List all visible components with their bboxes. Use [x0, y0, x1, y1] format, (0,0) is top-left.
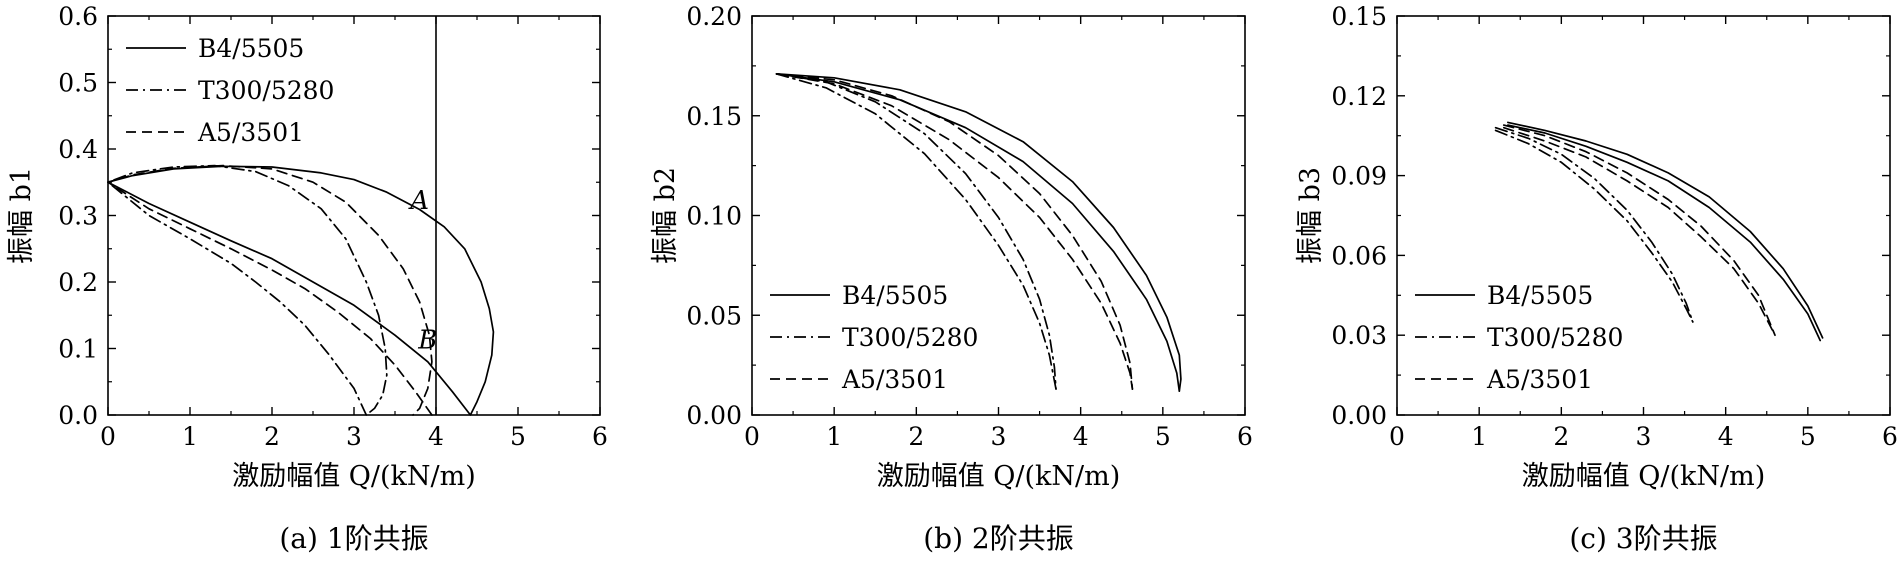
y-tick-label: 0.20: [686, 2, 742, 31]
series-line-b4-5505: [775, 73, 1182, 392]
x-tick-label: 4: [428, 422, 444, 451]
series-line-a5-3501: [775, 73, 1134, 390]
x-tick-label: 0: [1389, 422, 1405, 451]
y-tick-label: 0.5: [58, 69, 98, 98]
series-line-t300-5280: [775, 73, 1057, 390]
x-tick-label: 4: [1073, 422, 1089, 451]
series-line-a5-3501: [775, 73, 1134, 390]
x-tick-label: 6: [1882, 422, 1898, 451]
x-tick-label: 2: [264, 422, 280, 451]
series-line-b4-5505: [1507, 121, 1824, 339]
x-tick-label: 2: [1553, 422, 1569, 451]
annotation-b: B: [417, 326, 437, 356]
x-tick-label: 0: [100, 422, 116, 451]
x-axis-title: 激励幅值 Q/(kN/m): [877, 461, 1121, 492]
y-tick-label: 0.09: [1331, 162, 1387, 191]
annotation-a: A: [408, 186, 429, 216]
x-axis-title: 激励幅值 Q/(kN/m): [232, 461, 476, 492]
legend-label: T300/5280: [1487, 323, 1623, 352]
series-line-a5-3501: [1502, 124, 1776, 337]
y-axis-title: 振幅 b3: [1295, 167, 1326, 264]
legend-label: B4/5505: [1487, 281, 1593, 310]
plot-frame: [107, 15, 601, 416]
series-line-t300-5280: [1494, 126, 1694, 323]
chart-panel-1: 0 1 2 3 4 5 6 0.0 0.1 0.2 0.3 0.4 0.5 0.6 激励幅值 Q/(kN/m…: [6, 2, 608, 555]
panel-caption: (b) 2阶共振: [923, 522, 1074, 555]
x-tick-label: 1: [1471, 422, 1487, 451]
legend-label: B4/5505: [842, 281, 948, 310]
legend-label: A5/3501: [1486, 365, 1593, 394]
legend-label: B4/5505: [198, 34, 304, 63]
x-tick-label: 1: [182, 422, 198, 451]
y-tick-label: 0.06: [1331, 241, 1387, 270]
x-tick-label: 5: [1800, 422, 1816, 451]
y-tick-label: 0.00: [1331, 401, 1387, 430]
x-tick-label: 6: [1237, 422, 1253, 451]
x-tick-label: 3: [346, 422, 362, 451]
chart-panel-3: 0 1 2 3 4 5 6 0.00 0.03 0.06 0.09 0.12 0.15 激励幅值 Q/(k…: [1295, 2, 1898, 555]
y-tick-label: 0.0: [58, 401, 98, 430]
y-tick-label: 0.1: [58, 335, 98, 364]
series-line-a5-3501: [107, 164, 433, 416]
x-tick-label: 5: [1155, 422, 1171, 451]
y-tick-label: 0.05: [686, 301, 742, 330]
legend: B4/5505 T300/5280 A5/3501: [126, 34, 334, 147]
legend-label: T300/5280: [198, 76, 334, 105]
x-tick-label: 4: [1718, 422, 1734, 451]
x-tick-label: 6: [592, 422, 608, 451]
panel-caption: (c) 3阶共振: [1569, 522, 1717, 555]
x-tick-label: 5: [510, 422, 526, 451]
legend-label: A5/3501: [197, 118, 304, 147]
series-line-t300-5280: [775, 73, 1057, 390]
series-line-t300-5280: [107, 164, 388, 416]
x-tick-label: 1: [826, 422, 842, 451]
y-tick-label: 0.6: [58, 2, 98, 31]
y-tick-label: 0.15: [1331, 2, 1387, 31]
x-axis-title: 激励幅值 Q/(kN/m): [1522, 461, 1766, 492]
x-tick-label: 2: [908, 422, 924, 451]
y-tick-label: 0.3: [58, 202, 98, 231]
y-tick-label: 0.10: [686, 202, 742, 231]
y-tick-label: 0.00: [686, 401, 742, 430]
y-axis-title: 振幅 b1: [6, 167, 37, 264]
x-tick-label: 3: [991, 422, 1007, 451]
x-tick-label: 3: [1636, 422, 1652, 451]
y-tick-label: 0.2: [58, 268, 98, 297]
legend: B4/5505 T300/5280 A5/3501: [770, 281, 978, 394]
legend-label: A5/3501: [841, 365, 948, 394]
x-tick-label: 0: [744, 422, 760, 451]
series-line-a5-3501: [1502, 126, 1776, 337]
panel-caption: (a) 1阶共振: [279, 522, 428, 555]
series-line-b4-5505: [1507, 124, 1822, 342]
legend: B4/5505 T300/5280 A5/3501: [1415, 281, 1623, 394]
y-tick-label: 0.15: [686, 102, 742, 131]
y-tick-label: 0.4: [58, 135, 98, 164]
series-line-b4-5505: [775, 73, 1181, 392]
legend-label: T300/5280: [842, 323, 978, 352]
series-line-t300-5280: [1494, 129, 1694, 323]
chart-panel-2: 0 1 2 3 4 5 6 0.00 0.05 0.10 0.15 0.20 激励幅值 Q/(kN/m)…: [650, 2, 1253, 555]
y-tick-label: 0.12: [1331, 82, 1387, 111]
y-axis-title: 振幅 b2: [650, 167, 681, 264]
y-tick-label: 0.03: [1331, 321, 1387, 350]
plot-frame: [1396, 15, 1891, 416]
